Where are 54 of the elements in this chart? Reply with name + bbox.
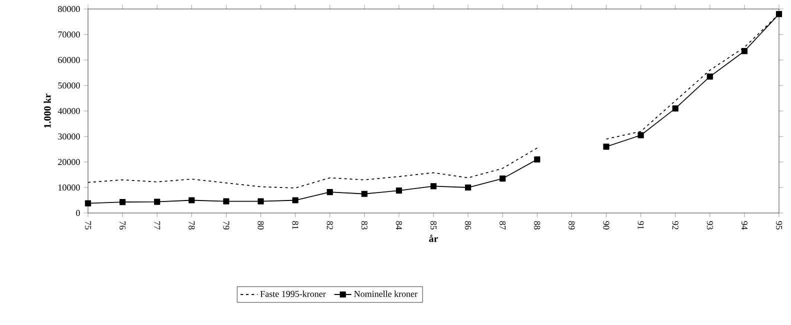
x-tick-label: 82 — [326, 221, 333, 230]
y-tick-label: 40000 — [58, 108, 80, 114]
legend-label: Faste 1995-kroner — [260, 290, 326, 297]
y-tick-label: 0 — [76, 210, 80, 216]
point — [120, 198, 126, 206]
x-tick-label: 89 — [568, 221, 575, 230]
y-tick-label: 80000 — [58, 6, 80, 12]
point — [500, 176, 506, 182]
y-tick-label: 20000 — [58, 158, 80, 166]
x-tick-label: 87 — [500, 221, 506, 230]
x-tick-label: 88 — [534, 221, 540, 230]
point — [672, 105, 678, 112]
point — [361, 190, 368, 197]
y-tick-label: 10000 — [58, 184, 80, 191]
y-axis-title: 1.000 kr — [44, 94, 51, 128]
x-tick-label: 75 — [85, 221, 91, 230]
x-tick-label: 80 — [258, 221, 264, 230]
x-tick-label: 79 — [223, 221, 230, 230]
x-tick-label: 76 — [120, 221, 126, 230]
point — [534, 156, 540, 163]
point — [396, 188, 402, 194]
y-tick-label: 70000 — [58, 31, 80, 38]
x-tick-label: 85 — [430, 221, 437, 230]
point — [188, 197, 195, 204]
point — [741, 48, 748, 54]
point — [465, 184, 472, 191]
point — [292, 197, 298, 204]
x-tick-label: 90 — [603, 221, 610, 230]
x-tick-label: 77 — [154, 221, 160, 230]
x-tick-label: 93 — [706, 221, 713, 230]
point — [154, 198, 160, 205]
point — [603, 144, 610, 150]
point — [84, 200, 92, 206]
x-tick-label: 91 — [638, 221, 644, 230]
point — [258, 198, 264, 204]
x-tick-label: 78 — [188, 221, 195, 230]
x-tick-label: 81 — [292, 221, 298, 230]
x-tick-label: 84 — [396, 221, 402, 230]
point — [638, 132, 644, 138]
x-tick-label: 86 — [465, 221, 472, 230]
y-tick-label: 30000 — [58, 133, 80, 140]
point — [706, 74, 713, 80]
point — [326, 189, 333, 196]
x-tick-label: 94 — [741, 221, 748, 230]
point — [223, 198, 230, 204]
legend-label: Nominelle kroner — [354, 290, 418, 297]
x-tick-label: 95 — [776, 221, 782, 230]
x-tick-label: 83 — [361, 221, 368, 230]
x-tick-label: 92 — [672, 221, 678, 230]
point — [776, 11, 782, 18]
x-axis-title: år — [429, 234, 438, 242]
y-tick-label: 60000 — [58, 56, 80, 64]
point — [430, 183, 437, 190]
y-tick-label: 50000 — [58, 82, 80, 89]
